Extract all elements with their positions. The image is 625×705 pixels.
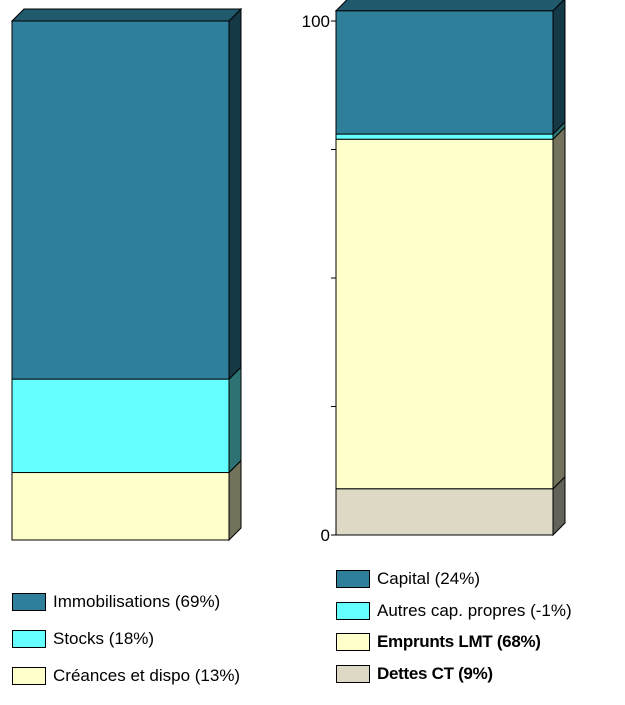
legend-label: Dettes CT (9%) — [377, 663, 493, 683]
actif-segment-immobilisations-69 — [11, 7, 242, 381]
legend-item-capital-24: Capital (24%) — [336, 567, 480, 591]
legend-swatch — [12, 667, 46, 685]
legend-item-stocks-18: Stocks (18%) — [12, 627, 154, 651]
legend-swatch — [12, 593, 46, 611]
actif-stacked-bar — [10, 7, 243, 542]
legend-actif: Immobilisations (69%) Stocks (18%) Créance… — [12, 590, 302, 700]
passif-segment-capital-24 — [335, 0, 566, 136]
legend-swatch — [336, 570, 370, 588]
passif-stacked-bar — [334, 0, 566, 537]
legend-label: Créances et dispo (13%) — [53, 666, 241, 685]
legend-swatch — [336, 633, 370, 651]
legend-label: Stocks (18%) — [53, 629, 155, 648]
legend-item-emprunts-lmt-68: Emprunts LMT (68%) — [336, 630, 541, 654]
legend-swatch — [336, 601, 370, 620]
passif-top-face — [334, 0, 565, 12]
legend-item-autres-cap-propres-1: Autres cap. propres (-1%) — [336, 599, 572, 623]
legend-swatch — [12, 630, 46, 648]
legend-item-cr-ances-et-dispo-13: Créances et dispo (13%) — [12, 664, 240, 688]
passif-segment-dettes-ct-9 — [335, 475, 566, 537]
legend-label: Immobilisations (69%) — [53, 592, 221, 611]
y-tick-label: 0 — [321, 526, 330, 545]
legend-label: Autres cap. propres (-1%) — [377, 600, 572, 620]
passif-segment-emprunts-lmt-68 — [335, 126, 566, 490]
y-tick-label: 100 — [302, 12, 330, 31]
legend-label: Capital (24%) — [377, 569, 480, 588]
actif-segment-cr-ances-et-dispo-13 — [11, 459, 242, 542]
balance-sheet-chart: 0 100 — [10, 0, 566, 545]
legend-label: Emprunts LMT (68%) — [377, 632, 541, 651]
legend-swatch — [336, 664, 370, 683]
y-axis: 0 100 — [302, 12, 337, 545]
legend-item-immobilisations-69: Immobilisations (69%) — [12, 590, 220, 614]
legend-item-dettes-ct-9: Dettes CT (9%) — [336, 662, 493, 686]
legend-passif: Capital (24%) Autres cap. propres (-1%) Em… — [336, 567, 625, 702]
actif-top-face — [10, 8, 243, 22]
actif-segment-stocks-18 — [11, 365, 242, 474]
